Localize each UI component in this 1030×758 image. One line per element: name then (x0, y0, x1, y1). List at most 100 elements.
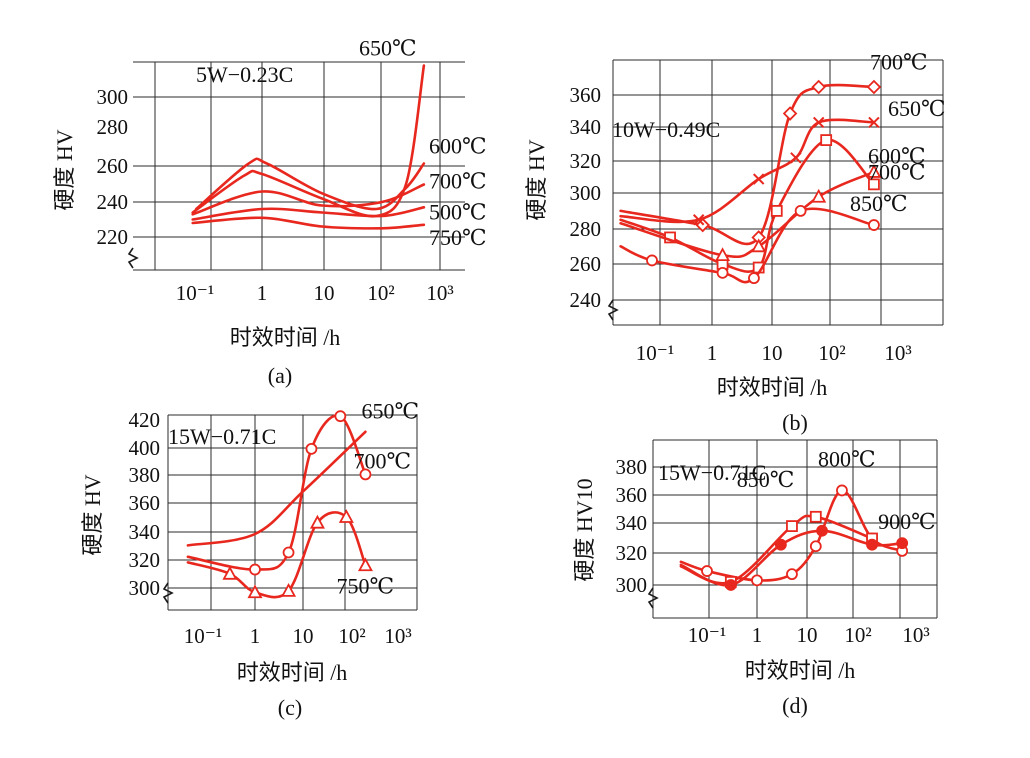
data-point-marker (809, 510, 822, 523)
series-label: 700℃ (353, 448, 411, 473)
series-label: 500℃ (429, 199, 487, 224)
data-point-marker (790, 152, 802, 164)
series-label: 600℃ (868, 144, 926, 169)
y-tick-label: 300 (129, 576, 161, 600)
data-point-marker (724, 579, 737, 591)
y-tick-label: 240 (97, 190, 129, 214)
axis-break-mark (607, 299, 619, 321)
y-tick-label: 260 (97, 154, 129, 178)
data-point-marker (751, 238, 767, 253)
x-axis-label: 时效时间 /h (230, 325, 341, 350)
data-point-marker (868, 219, 880, 231)
y-axis-label: 硬度 HV10 (572, 478, 597, 581)
data-point-marker (866, 538, 878, 551)
series-label: 750℃ (336, 573, 394, 598)
x-tick-label: 1 (707, 341, 718, 365)
x-tick-label: 10² (367, 281, 394, 305)
data-point-marker (748, 272, 760, 285)
series-label: 850℃ (737, 467, 795, 492)
y-tick-label: 400 (129, 436, 161, 460)
x-tick-label: 10⁻¹ (688, 623, 726, 647)
data-point-marker (866, 79, 882, 95)
data-point-marker (222, 565, 238, 580)
y-axis-label: 硬度 HV (524, 139, 549, 220)
series-label: 800℃ (818, 446, 876, 471)
data-point-marker (786, 568, 798, 581)
axis-break-mark (127, 247, 139, 269)
series-label: 700℃ (868, 160, 926, 185)
series-line (194, 157, 426, 211)
data-point-marker (774, 538, 787, 551)
series-line (619, 138, 876, 273)
y-tick-label: 240 (570, 288, 602, 312)
data-point-marker (281, 582, 297, 597)
series-label: 600℃ (429, 134, 487, 159)
data-point-marker (715, 247, 731, 262)
panel-caption: (d) (782, 693, 808, 718)
y-tick-label: 360 (129, 491, 161, 515)
series-label: 650℃ (359, 36, 417, 61)
panel-caption: (c) (278, 695, 302, 720)
data-point-marker (751, 574, 763, 587)
data-point-marker (309, 514, 325, 529)
data-point-marker (811, 188, 827, 203)
series-line (191, 64, 426, 218)
data-point-marker (896, 537, 909, 550)
data-point-marker (701, 565, 713, 577)
data-point-marker (357, 557, 373, 572)
series-label: 700℃ (870, 49, 928, 74)
x-tick-label: 10³ (426, 281, 453, 305)
x-tick-label: 1 (250, 624, 261, 648)
x-tick-label: 10 (797, 623, 818, 647)
chart-panel: 10⁻¹ 1 10 10² 10³ 220 240 260 280 300 时效时间 /h 硬度 HV… (52, 36, 487, 389)
y-tick-label: 340 (129, 520, 161, 544)
data-point-marker (786, 520, 798, 532)
x-axis-label: 时效时间 /h (745, 658, 856, 683)
x-tick-label: 10 (762, 341, 783, 365)
data-point-marker (836, 484, 848, 497)
series-label: 900℃ (878, 509, 936, 534)
chart-title: 10W−0.49C (612, 117, 720, 142)
y-tick-label: 420 (129, 408, 161, 432)
x-tick-label: 10³ (884, 341, 911, 365)
y-axis-label: 硬度 HV (80, 474, 105, 555)
data-point-marker (866, 164, 882, 178)
series-label: 650℃ (361, 398, 419, 423)
data-point-marker (305, 442, 318, 455)
x-axis-label: 时效时间 /h (237, 660, 348, 685)
series-label: 750℃ (429, 225, 487, 250)
data-point-marker (282, 546, 295, 559)
y-tick-label: 380 (616, 455, 648, 479)
x-tick-label: 10⁻¹ (636, 341, 674, 365)
data-point-marker (359, 468, 372, 481)
y-tick-label: 280 (97, 115, 129, 139)
y-tick-label: 320 (129, 548, 161, 572)
y-tick-label: 300 (97, 85, 129, 109)
axis-break-mark (162, 582, 174, 604)
y-tick-label: 340 (616, 511, 648, 535)
data-point-marker (868, 178, 880, 191)
x-tick-label: 10² (844, 623, 871, 647)
y-axis-label: 硬度 HV (52, 129, 77, 210)
data-point-marker (868, 116, 880, 129)
x-tick-label: 10⁻¹ (184, 624, 222, 648)
y-tick-label: 340 (570, 115, 602, 139)
data-point-marker (812, 116, 825, 129)
data-point-marker (334, 410, 347, 423)
series-label: 650℃ (888, 96, 946, 121)
series-line (191, 183, 426, 216)
series-label: 700℃ (429, 169, 487, 194)
series-line (186, 430, 367, 547)
data-point-marker (338, 509, 354, 523)
y-tick-label: 360 (570, 83, 602, 107)
y-tick-label: 360 (616, 483, 648, 507)
x-tick-label: 10 (314, 281, 335, 305)
y-tick-label: 220 (97, 225, 129, 249)
data-point-marker (782, 106, 798, 121)
x-tick-label: 1 (257, 281, 268, 305)
y-tick-label: 380 (129, 463, 161, 487)
chart-panel: 10⁻¹ 1 10 10² 10³ 300 320 340 360 380 400 420 时效时间 /… (80, 398, 419, 720)
data-point-marker (811, 79, 826, 95)
chart-panel: 10⁻¹ 1 10 10² 10³ 240 260 280 300 320 340 360 时效时间 /… (524, 49, 946, 435)
y-tick-label: 300 (616, 573, 648, 597)
